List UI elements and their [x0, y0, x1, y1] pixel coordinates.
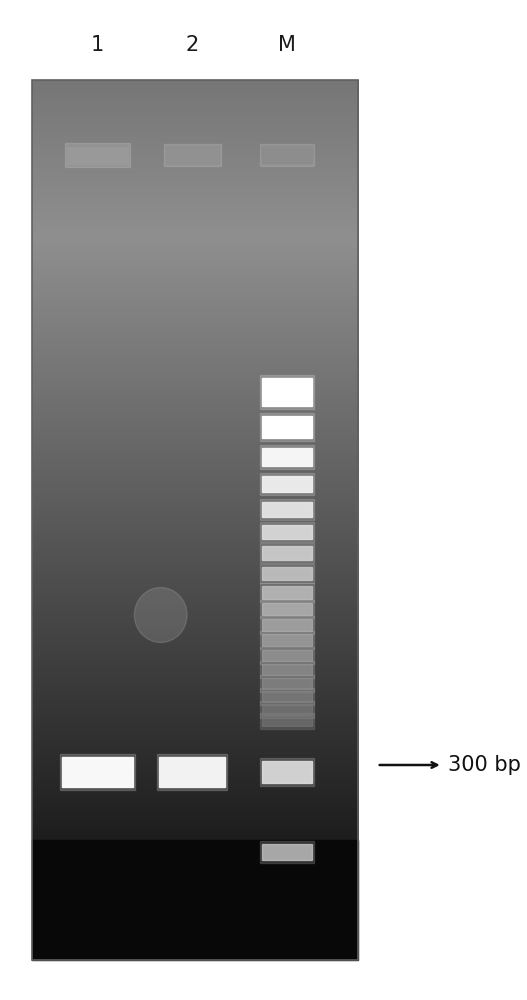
Bar	[260, 713, 314, 729]
Bar	[260, 144, 314, 165]
Bar	[262, 690, 312, 702]
Bar	[260, 700, 314, 718]
Bar	[262, 664, 312, 674]
Bar	[260, 445, 314, 469]
Bar	[262, 603, 312, 615]
Bar	[260, 758, 314, 786]
Text: 2: 2	[186, 35, 199, 55]
Bar	[260, 688, 314, 704]
Bar	[260, 647, 314, 664]
Bar	[260, 543, 314, 563]
Bar	[260, 660, 314, 678]
Bar	[262, 448, 312, 466]
Bar	[260, 582, 314, 602]
Bar	[262, 650, 312, 661]
Bar	[260, 600, 314, 618]
Bar	[262, 546, 312, 560]
Bar	[262, 844, 312, 860]
Bar	[262, 634, 312, 646]
Bar	[166, 147, 219, 162]
Bar	[32, 840, 358, 960]
Bar	[262, 147, 312, 162]
Bar	[260, 564, 314, 582]
Bar	[260, 522, 314, 542]
Text: 1: 1	[91, 35, 104, 55]
Bar	[262, 678, 312, 688]
Bar	[32, 80, 358, 960]
Bar	[60, 754, 135, 790]
Bar	[260, 473, 314, 495]
Bar	[262, 502, 312, 516]
Bar	[67, 146, 128, 163]
Bar	[260, 674, 314, 692]
Bar	[262, 619, 312, 631]
Bar	[262, 525, 312, 539]
Text: M: M	[278, 35, 296, 55]
Bar	[65, 143, 130, 166]
Bar	[260, 841, 314, 863]
Bar	[262, 704, 312, 714]
Bar	[262, 716, 312, 726]
Bar	[262, 566, 312, 580]
Bar	[262, 586, 312, 598]
Bar	[262, 761, 312, 783]
Text: 300 bp: 300 bp	[448, 755, 521, 775]
Bar	[260, 499, 314, 520]
Bar	[157, 754, 228, 790]
Bar	[164, 144, 221, 165]
Bar	[260, 616, 314, 634]
Bar	[262, 476, 312, 492]
Bar	[260, 375, 314, 409]
Bar	[262, 416, 312, 438]
Bar	[260, 631, 314, 649]
Bar	[159, 757, 226, 787]
Ellipse shape	[134, 587, 187, 643]
Bar	[260, 413, 314, 441]
Bar	[62, 757, 133, 787]
Bar	[262, 378, 312, 406]
